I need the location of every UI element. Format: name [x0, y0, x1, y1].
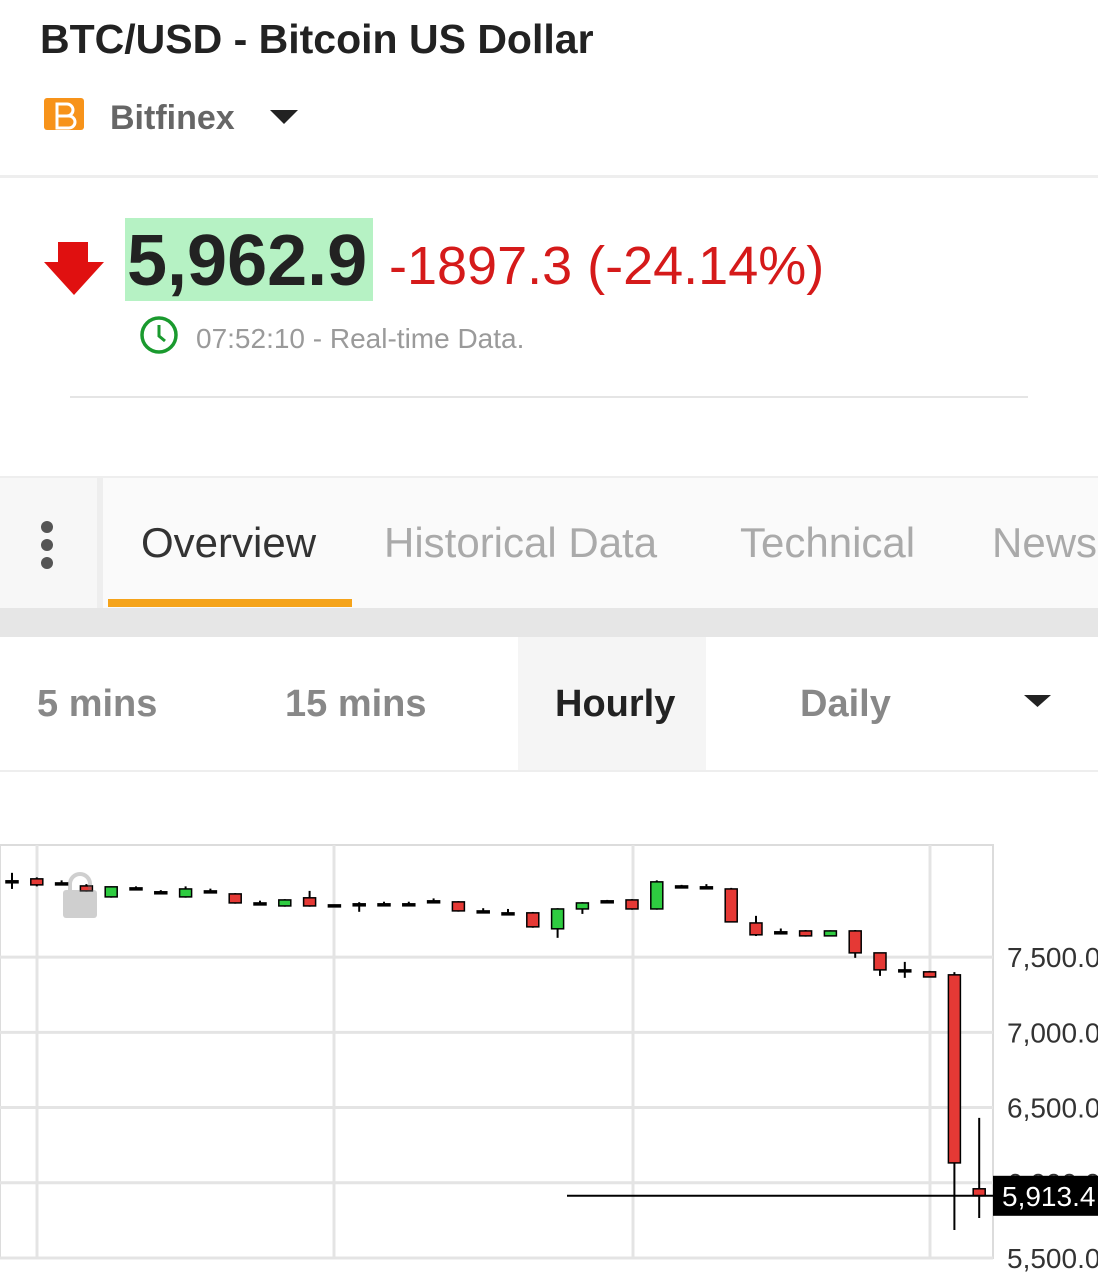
active-timeframe-bg [518, 637, 706, 770]
candle-body [848, 930, 862, 954]
candle-body [749, 922, 763, 936]
candle-body [699, 886, 714, 890]
candle-body [302, 897, 317, 907]
candle-body [947, 974, 962, 1164]
divider [0, 770, 1098, 772]
lock-icon [63, 872, 97, 918]
menu-dot [41, 557, 53, 569]
active-tab-indicator [108, 599, 352, 607]
candle-body [476, 910, 490, 914]
instrument-title: BTC/USD - Bitcoin US Dollar [40, 16, 594, 62]
candle-body [402, 903, 416, 907]
exchange-selector[interactable]: Bitfinex [44, 98, 298, 137]
logo-glyph [55, 102, 77, 130]
menu-button[interactable] [41, 521, 53, 569]
candle-body [352, 903, 366, 907]
menu-shadow [97, 478, 103, 608]
tab-bar-border [0, 476, 1098, 478]
timeframe[interactable]: Hourly [555, 683, 675, 725]
candle-body [550, 908, 565, 930]
price-change: -1897.3 (-24.14%) [389, 236, 824, 296]
candle-body [253, 902, 267, 906]
timeframe[interactable]: 5 mins [37, 683, 157, 725]
y-tick-label: 6,500.0 [1007, 1093, 1098, 1124]
tab[interactable]: News [992, 519, 1097, 566]
candle-body [873, 952, 887, 971]
last-price-label: 5,913.4 [1002, 1181, 1095, 1212]
y-tick-label: 5,500.0 [1007, 1243, 1098, 1274]
candle-body [972, 1188, 986, 1197]
candle-body [129, 887, 143, 891]
last-price-box [993, 1175, 1098, 1216]
tab[interactable]: Technical [740, 519, 915, 566]
timestamp: 07:52:10 - Real-time Data. [196, 323, 524, 354]
clock-icon [140, 316, 178, 354]
menu-dot [41, 539, 53, 551]
menu-dot [41, 521, 53, 533]
candle-body [154, 891, 168, 895]
candle-body [5, 880, 19, 884]
candle-body [228, 893, 242, 904]
candle-body [278, 899, 292, 907]
shadow-band [0, 608, 1098, 637]
y-tick-label: 7,000.0 [1007, 1017, 1098, 1048]
chart [0, 844, 994, 1260]
candle-body [625, 899, 639, 910]
candle-body [426, 900, 441, 904]
candle-body [650, 881, 664, 910]
tab-bar [0, 476, 1098, 608]
candle-body [54, 882, 69, 886]
candle-body [327, 904, 342, 908]
candle-body [600, 900, 614, 904]
candle-body [674, 885, 689, 889]
candle-body [922, 971, 937, 978]
candle-body [104, 886, 118, 898]
candle-body [203, 890, 218, 894]
candle-body [79, 885, 94, 892]
dropdown-arrow[interactable] [270, 110, 298, 124]
candle-body [898, 969, 912, 973]
plot-frame [0, 844, 994, 1259]
candle-body [774, 931, 788, 935]
candle-body [377, 903, 391, 907]
exchange-name[interactable]: Bitfinex [110, 99, 235, 137]
y-tick-label: 7,500.0 [1007, 942, 1098, 973]
candle-body [724, 888, 738, 923]
tab[interactable]: Overview [141, 519, 317, 566]
candle-body [823, 930, 838, 937]
timeframe[interactable]: Daily [800, 683, 891, 725]
candle-body [526, 912, 540, 928]
candle-body [451, 901, 466, 912]
candle-body [501, 912, 515, 916]
clock-hands [157, 325, 166, 343]
divider [70, 396, 1028, 398]
candle-body [798, 930, 813, 937]
candle-body [30, 878, 44, 886]
lock-shackle [68, 872, 92, 890]
tab[interactable]: Historical Data [384, 519, 658, 566]
timeframe-dropdown[interactable] [1024, 695, 1051, 707]
timeframe[interactable]: 15 mins [285, 683, 427, 725]
price-highlight [125, 218, 373, 301]
down-arrow [44, 242, 104, 295]
lock-body [63, 890, 97, 918]
divider [0, 175, 1098, 178]
candle-body [178, 888, 193, 898]
candle-body [575, 902, 590, 910]
last-price: 5,962.9 [127, 221, 367, 301]
